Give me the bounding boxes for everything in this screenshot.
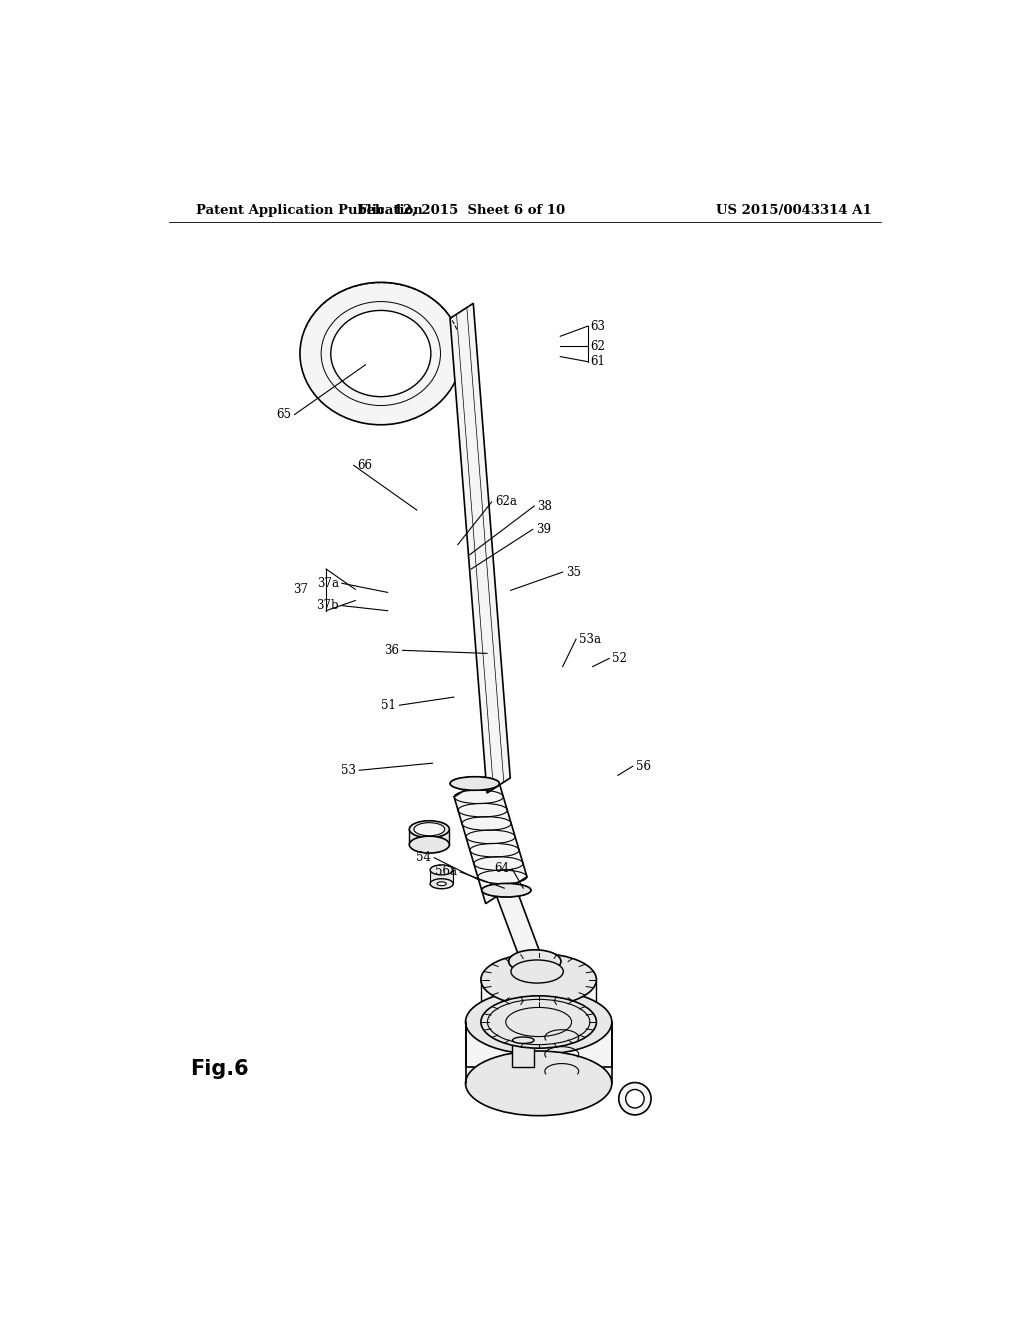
Polygon shape: [410, 829, 450, 845]
Ellipse shape: [481, 995, 596, 1048]
Ellipse shape: [414, 822, 444, 836]
Text: 36: 36: [384, 644, 399, 657]
Ellipse shape: [300, 282, 462, 425]
Polygon shape: [509, 961, 563, 972]
Text: Fig.6: Fig.6: [190, 1059, 249, 1078]
Text: 62a: 62a: [495, 495, 517, 508]
Ellipse shape: [331, 310, 431, 397]
Ellipse shape: [481, 953, 596, 1006]
Ellipse shape: [430, 879, 454, 888]
Text: 51: 51: [382, 698, 396, 711]
Text: 52: 52: [612, 652, 627, 665]
Text: 37b: 37b: [316, 599, 339, 612]
Text: 64: 64: [495, 862, 509, 875]
Ellipse shape: [410, 836, 450, 853]
Text: 56a: 56a: [435, 866, 457, 878]
Ellipse shape: [437, 882, 446, 886]
Ellipse shape: [430, 865, 454, 875]
Text: 61: 61: [590, 355, 605, 368]
Ellipse shape: [466, 1051, 611, 1115]
Polygon shape: [512, 1040, 535, 1067]
Text: 39: 39: [536, 523, 551, 536]
Text: 38: 38: [538, 499, 552, 512]
Ellipse shape: [466, 990, 611, 1055]
Text: 62: 62: [590, 341, 605, 352]
Text: US 2015/0043314 A1: US 2015/0043314 A1: [716, 205, 871, 218]
Ellipse shape: [495, 887, 516, 894]
Text: 53a: 53a: [580, 632, 601, 645]
Text: Patent Application Publication: Patent Application Publication: [196, 205, 423, 218]
Polygon shape: [450, 304, 510, 793]
Text: 35: 35: [565, 565, 581, 578]
Ellipse shape: [512, 1038, 535, 1043]
Ellipse shape: [509, 950, 561, 973]
Text: 63: 63: [590, 319, 605, 333]
Ellipse shape: [626, 1089, 644, 1107]
Polygon shape: [481, 979, 596, 1022]
Text: 37: 37: [293, 583, 308, 595]
Ellipse shape: [511, 960, 563, 983]
Ellipse shape: [410, 821, 450, 838]
Text: 37a: 37a: [316, 577, 339, 590]
Ellipse shape: [519, 953, 541, 960]
Text: 54: 54: [416, 851, 431, 865]
Polygon shape: [430, 870, 454, 884]
Polygon shape: [454, 770, 527, 904]
Text: 66: 66: [356, 459, 372, 471]
Ellipse shape: [451, 776, 500, 791]
Ellipse shape: [618, 1082, 651, 1115]
Ellipse shape: [481, 883, 531, 898]
Text: 53: 53: [341, 764, 356, 776]
Polygon shape: [497, 884, 540, 962]
Polygon shape: [466, 1022, 611, 1067]
Text: 56: 56: [636, 760, 651, 772]
Text: 65: 65: [276, 408, 292, 421]
Text: Feb. 12, 2015  Sheet 6 of 10: Feb. 12, 2015 Sheet 6 of 10: [358, 205, 565, 218]
